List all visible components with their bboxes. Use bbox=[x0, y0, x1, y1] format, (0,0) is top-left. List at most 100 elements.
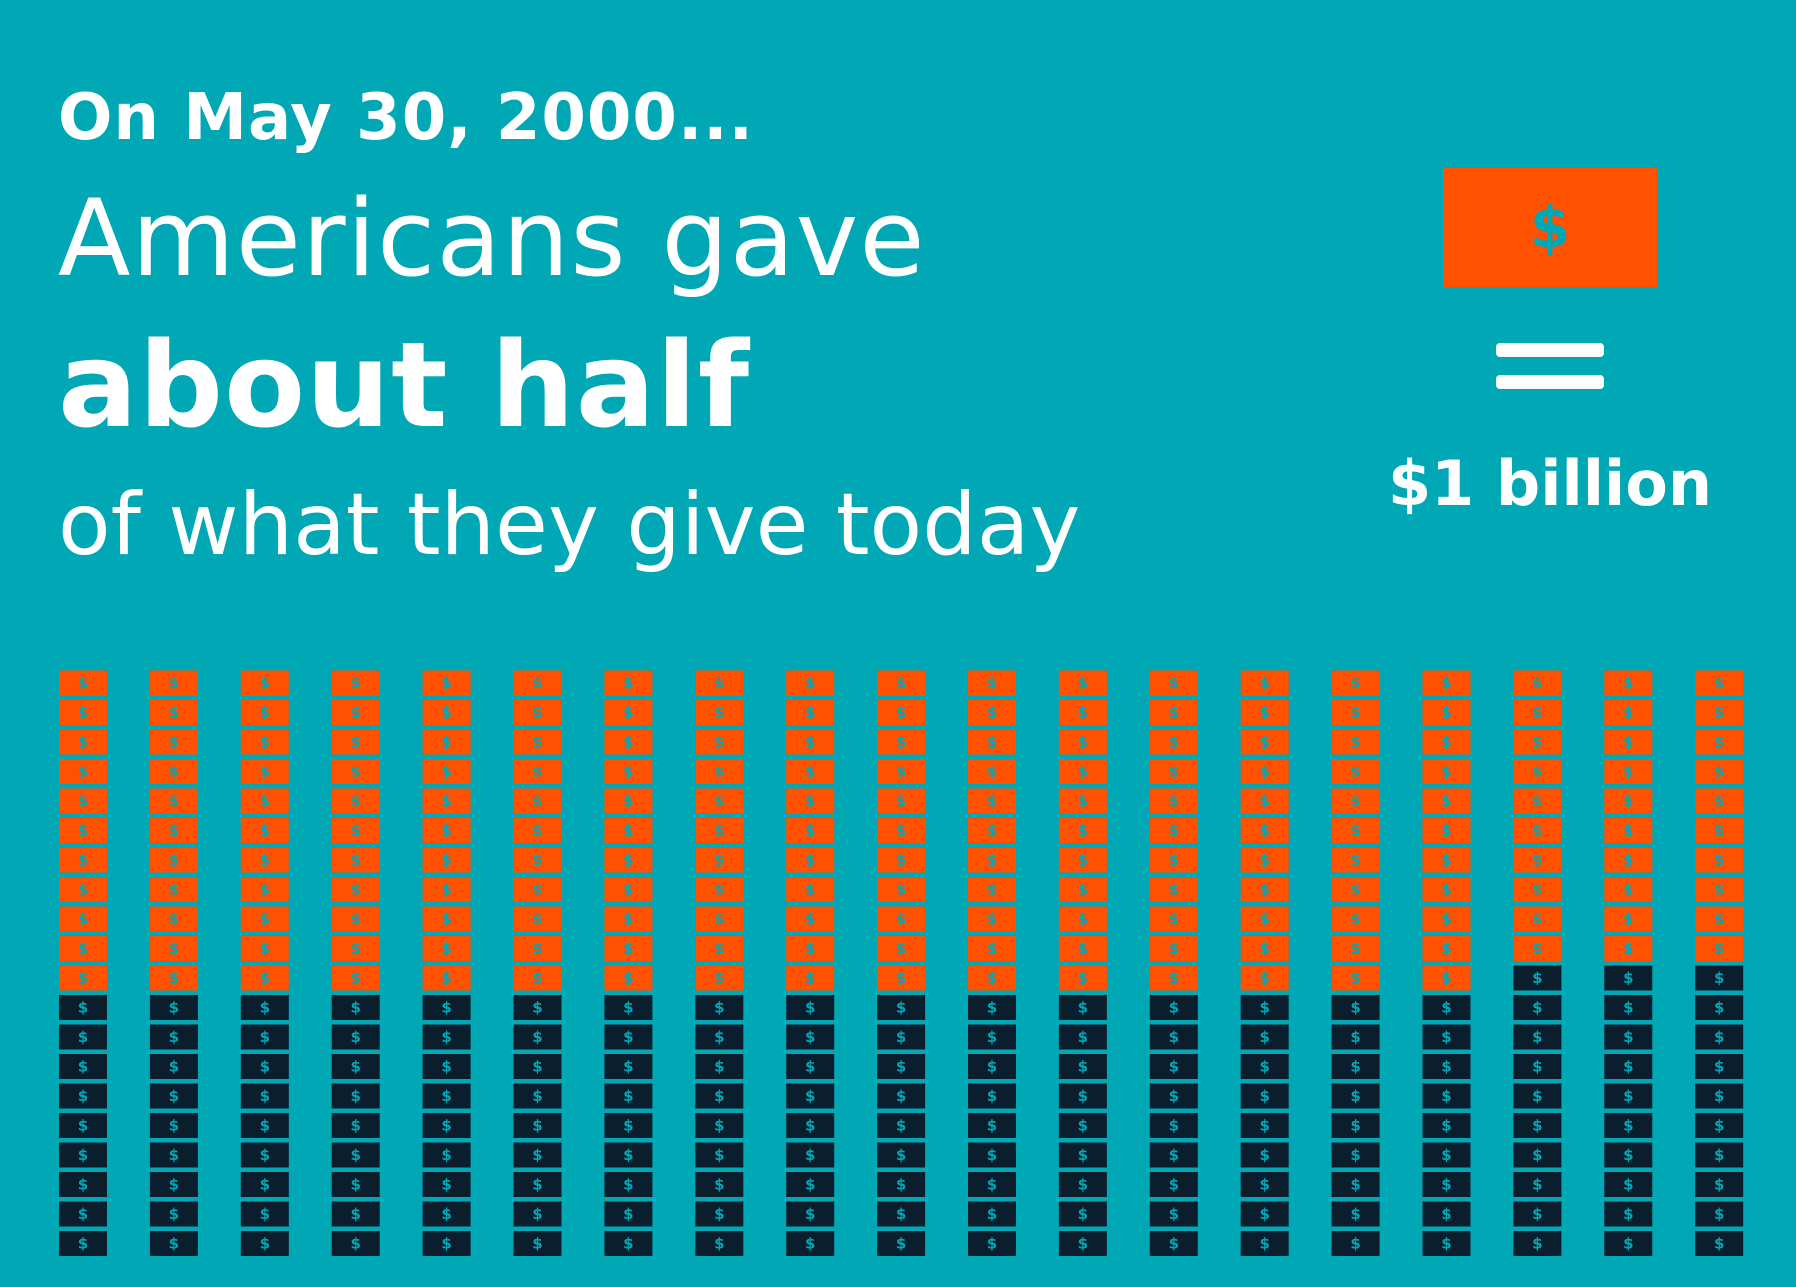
bill-dollar-icon: $ bbox=[78, 1205, 88, 1223]
bill-then bbox=[1331, 788, 1380, 814]
bill-dollar-icon: $ bbox=[1623, 792, 1633, 810]
bill-then bbox=[1058, 965, 1107, 991]
bill-then bbox=[1240, 759, 1289, 784]
bill-dollar-icon: $ bbox=[532, 1205, 542, 1223]
bill-dollar-icon: $ bbox=[1350, 969, 1360, 987]
bill-today bbox=[1331, 1054, 1380, 1079]
bill-then bbox=[1695, 847, 1744, 873]
bill-dollar-icon: $ bbox=[1714, 969, 1724, 987]
bill-dollar-icon: $ bbox=[260, 792, 270, 810]
bill-then bbox=[513, 759, 562, 784]
bill-today bbox=[240, 1201, 289, 1227]
bill-then bbox=[1695, 818, 1744, 843]
bill-then bbox=[59, 670, 107, 696]
bill-then bbox=[695, 729, 744, 755]
bill-dollar-icon: $ bbox=[1169, 1235, 1179, 1253]
bill-dollar-icon: $ bbox=[78, 1146, 88, 1164]
bill-dollar-icon: $ bbox=[1623, 969, 1633, 987]
bill-then bbox=[422, 877, 471, 902]
bill-dollar-icon: $ bbox=[1441, 1028, 1451, 1046]
bill-dollar-icon: $ bbox=[805, 1146, 815, 1164]
bill-today bbox=[1513, 995, 1562, 1020]
bill-dollar-icon: $ bbox=[1623, 1176, 1633, 1194]
bill-then bbox=[1149, 729, 1198, 755]
bill-today bbox=[968, 1172, 1016, 1197]
bill-then bbox=[1058, 788, 1107, 814]
bill-dollar-icon: $ bbox=[623, 822, 633, 840]
bill-then bbox=[1149, 847, 1198, 873]
bill-then bbox=[331, 877, 380, 902]
bill-then bbox=[695, 818, 744, 843]
bill-dollar-icon: $ bbox=[714, 704, 724, 722]
bill-then bbox=[1513, 906, 1562, 932]
bill-dollar-icon: $ bbox=[1259, 822, 1269, 840]
bill-dollar-icon: $ bbox=[714, 1058, 724, 1076]
bill-then bbox=[1058, 759, 1107, 784]
bill-dollar-icon: $ bbox=[1078, 1146, 1088, 1164]
bill-dollar-icon: $ bbox=[1623, 733, 1633, 751]
bill-today bbox=[1240, 1172, 1289, 1197]
bill-dollar-icon: $ bbox=[1532, 969, 1542, 987]
bill-then bbox=[786, 906, 835, 932]
bill-then bbox=[331, 788, 380, 814]
bill-today bbox=[786, 1142, 835, 1168]
bill-today bbox=[1058, 1142, 1107, 1168]
bill-then bbox=[422, 788, 471, 814]
bill-dollar-icon: $ bbox=[441, 910, 451, 928]
bill-then bbox=[968, 965, 1016, 991]
bill-today bbox=[1240, 1231, 1289, 1256]
bill-dollar-icon: $ bbox=[1259, 1146, 1269, 1164]
bill-today bbox=[240, 1142, 289, 1168]
bill-dollar-icon: $ bbox=[1441, 999, 1451, 1017]
bill-then bbox=[968, 788, 1016, 814]
bill-then bbox=[59, 906, 107, 932]
bill-then bbox=[1604, 788, 1653, 814]
bill-then bbox=[968, 670, 1016, 696]
bill-then bbox=[513, 788, 562, 814]
bill-dollar-icon: $ bbox=[1078, 822, 1088, 840]
bill-dollar-icon: $ bbox=[1714, 674, 1724, 692]
bill-then bbox=[1058, 729, 1107, 755]
bill-dollar-icon: $ bbox=[169, 733, 179, 751]
bill-dollar-icon: $ bbox=[78, 1058, 88, 1076]
bill-column-6: $ $ $ $ $ $ $ $ $ $ $ $ $ $ $ $ $ $ $ $ bbox=[513, 670, 562, 1256]
bill-today bbox=[695, 995, 744, 1020]
bill-column-10: $ $ $ $ $ $ $ $ $ $ $ $ $ $ $ $ $ $ $ $ bbox=[877, 670, 926, 1256]
bill-dollar-icon: $ bbox=[1259, 674, 1269, 692]
bill-dollar-icon: $ bbox=[532, 940, 542, 958]
bill-then bbox=[1331, 877, 1380, 902]
bill-then bbox=[422, 906, 471, 932]
bill-today bbox=[240, 1083, 289, 1109]
bill-today bbox=[149, 1024, 198, 1050]
bill-today bbox=[422, 1201, 471, 1227]
bill-column-2: $ $ $ $ $ $ $ $ $ $ $ $ $ $ $ $ $ $ $ $ bbox=[149, 670, 198, 1256]
bill-then bbox=[604, 847, 653, 873]
bill-then bbox=[1240, 936, 1289, 961]
bill-then bbox=[877, 729, 926, 755]
bill-then bbox=[1422, 700, 1471, 725]
bill-dollar-icon: $ bbox=[1623, 851, 1633, 869]
bill-today bbox=[786, 1024, 835, 1050]
bill-dollar-icon: $ bbox=[805, 674, 815, 692]
bill-dollar-icon: $ bbox=[169, 674, 179, 692]
bill-column-5: $ $ $ $ $ $ $ $ $ $ $ $ $ $ $ $ $ $ $ $ bbox=[422, 670, 471, 1256]
bill-today bbox=[695, 1113, 744, 1138]
bill-dollar-icon: $ bbox=[896, 1235, 906, 1253]
bill-then bbox=[240, 670, 289, 696]
bill-dollar-icon: $ bbox=[1623, 999, 1633, 1017]
bill-dollar-icon: $ bbox=[896, 881, 906, 899]
bill-today bbox=[331, 1113, 380, 1138]
bill-today bbox=[1604, 1201, 1653, 1227]
bill-dollar-icon: $ bbox=[441, 1205, 451, 1223]
bill-dollar-icon: $ bbox=[1714, 763, 1724, 781]
bill-today bbox=[1695, 1113, 1744, 1138]
bill-dollar-icon: $ bbox=[1441, 1058, 1451, 1076]
bill-today bbox=[1240, 1024, 1289, 1050]
bill-dollar-icon: $ bbox=[532, 881, 542, 899]
bill-today bbox=[331, 1201, 380, 1227]
bill-dollar-icon: $ bbox=[350, 999, 360, 1017]
bill-today bbox=[240, 1113, 289, 1138]
bill-dollar-icon: $ bbox=[1623, 1117, 1633, 1135]
bill-dollar-icon: $ bbox=[1532, 674, 1542, 692]
